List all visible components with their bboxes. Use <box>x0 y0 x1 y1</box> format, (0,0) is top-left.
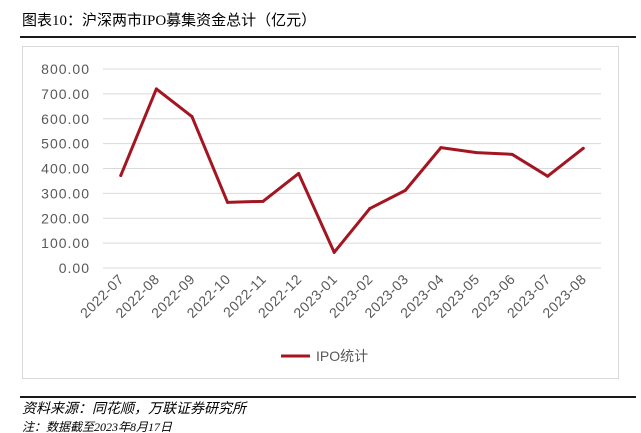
title-rule <box>20 36 636 38</box>
data-point <box>154 87 158 91</box>
gridlines <box>103 68 601 269</box>
footer-rule <box>20 396 636 398</box>
data-point <box>190 115 194 119</box>
data-point <box>226 200 229 204</box>
line-chart: 0.00 100.00 200.00 300.00 400.00 500.00 600.00… <box>41 61 601 364</box>
data-point <box>368 207 372 211</box>
data-point <box>119 173 123 177</box>
data-point <box>332 250 336 254</box>
y-tick-label: 100.00 <box>41 235 90 251</box>
y-tick-label: 400.00 <box>41 161 90 177</box>
data-point <box>439 146 443 150</box>
y-tick-label: 500.00 <box>41 136 90 152</box>
data-point <box>581 146 585 150</box>
series-line-ipo <box>119 87 585 254</box>
series <box>119 87 585 254</box>
note-text: 注：数据截至2023年8月17日 <box>22 421 173 433</box>
legend: IPO统计 <box>281 348 368 364</box>
chart-frame <box>22 46 619 379</box>
y-tick-label: 800.00 <box>41 61 90 77</box>
y-tick-label: 300.00 <box>41 185 90 201</box>
data-point <box>261 199 265 203</box>
y-tick-label: 0.00 <box>59 260 90 276</box>
x-axis-labels: 2022-072022-082022-092022-102022-112022-… <box>77 271 590 321</box>
data-point <box>403 188 407 192</box>
source-text: 资料来源：同花顺，万联证券研究所 <box>22 402 246 417</box>
legend-label: IPO统计 <box>316 348 368 364</box>
data-point <box>510 152 514 156</box>
page-title: 图表10：沪深两市IPO募集资金总计（亿元） <box>22 13 317 29</box>
data-point <box>546 174 550 178</box>
y-tick-label: 700.00 <box>41 86 90 102</box>
y-tick-label: 600.00 <box>41 111 90 127</box>
y-tick-label: 200.00 <box>41 210 90 226</box>
data-point <box>475 151 478 155</box>
data-point <box>297 171 301 175</box>
y-axis-labels: 0.00 100.00 200.00 300.00 400.00 500.00 600.00… <box>41 61 90 276</box>
